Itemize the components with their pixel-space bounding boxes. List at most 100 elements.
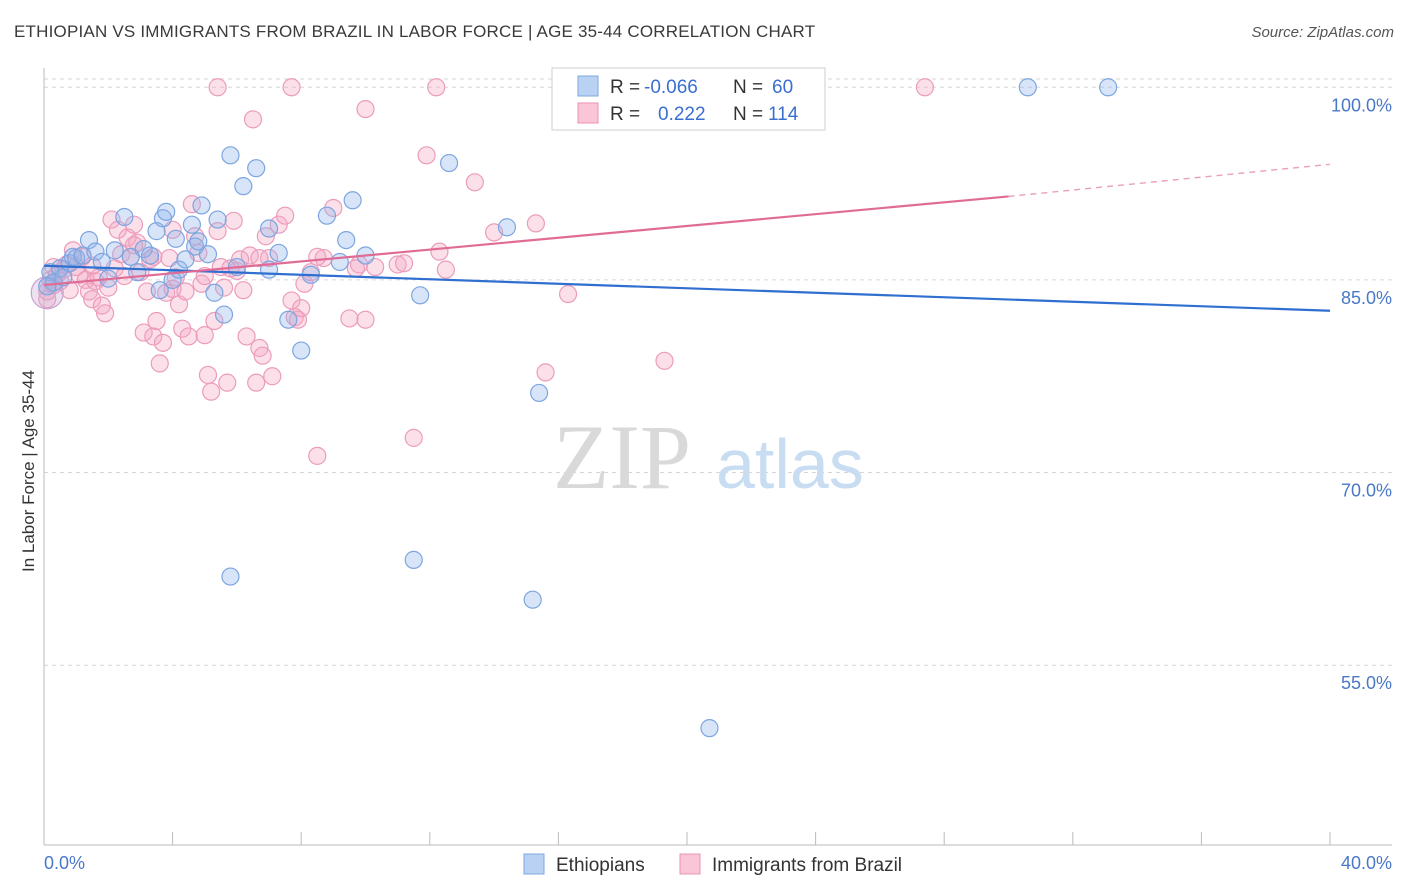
watermark-atlas: atlas [716, 425, 864, 503]
bottom-legend: Ethiopians Immigrants from Brazil [523, 853, 902, 876]
point-brazil [436, 260, 455, 279]
point-brazil [417, 146, 436, 165]
point-brazil [208, 78, 227, 97]
trend-line-brazil [43, 195, 1009, 287]
trend-line-ethiopians [43, 264, 1331, 312]
point-brazil [655, 351, 674, 370]
point-brazil [147, 311, 166, 331]
point-ethiopians [205, 283, 224, 302]
point-ethiopians [150, 281, 169, 300]
point-brazil [198, 365, 218, 385]
chart-title: ETHIOPIAN VS IMMIGRANTS FROM BRAZIL IN L… [14, 22, 816, 41]
point-ethiopians [92, 252, 111, 272]
point-brazil [83, 290, 102, 309]
point-ethiopians [214, 305, 234, 324]
point-brazil [558, 284, 578, 304]
tick-labels: 100.0% 85.0% 70.0% 55.0% 0.0% 40.0% [44, 95, 1392, 873]
point-brazil [465, 173, 484, 192]
point-ethiopians [166, 229, 185, 248]
point-brazil [153, 333, 173, 352]
point-ethiopians [192, 196, 211, 215]
legend-n-label: N = [733, 77, 763, 98]
y-tick-label: 100.0% [1331, 95, 1392, 115]
legend-n-brazil: 114 [768, 104, 799, 125]
point-ethiopians [79, 230, 99, 250]
point-brazil [247, 373, 266, 392]
point-brazil [195, 326, 214, 345]
point-ethiopians [198, 245, 218, 264]
point-brazil [140, 250, 160, 269]
point-brazil [144, 327, 163, 346]
point-ethiopians [269, 243, 288, 263]
point-brazil [356, 99, 375, 119]
point-ethiopians [115, 207, 134, 227]
bottom-legend-ethiopians: Ethiopians [556, 855, 645, 876]
point-ethiopians [330, 252, 349, 272]
legend-r-label: R = [610, 104, 640, 125]
point-ethiopians [208, 210, 227, 229]
point-ethiopians [221, 146, 240, 165]
watermark-zip: ZIP [553, 406, 691, 508]
point-ethiopians [182, 215, 201, 234]
point-brazil [292, 299, 311, 318]
point-ethiopians [234, 177, 253, 196]
point-ethiopians [337, 230, 356, 250]
point-brazil [340, 309, 359, 328]
point-ethiopians [128, 263, 147, 282]
point-ethiopians [163, 270, 182, 290]
trend-lines [43, 163, 1331, 312]
point-brazil [430, 242, 449, 261]
point-ethiopians [247, 159, 266, 178]
point-brazil [276, 206, 295, 225]
legend-r-brazil: 0.222 [658, 104, 706, 125]
point-brazil [288, 310, 308, 329]
point-ethiopians [497, 218, 517, 237]
point-brazil [124, 215, 144, 234]
point-ethiopians [189, 232, 208, 251]
point-ethiopians [1099, 78, 1118, 97]
point-brazil [356, 310, 375, 329]
point-brazil [176, 282, 195, 301]
watermark: ZIP atlas [553, 406, 864, 508]
point-ethiopians [221, 567, 240, 586]
point-ethiopians [176, 250, 195, 269]
point-brazil [427, 78, 446, 97]
y-tick-label: 85.0% [1341, 288, 1392, 308]
point-brazil [205, 311, 224, 331]
point-brazil [404, 428, 423, 447]
point-brazil [237, 327, 256, 346]
legend-swatch-brazil [577, 102, 599, 124]
point-ethiopians [439, 153, 459, 173]
point-brazil [38, 290, 57, 309]
point-brazil [269, 215, 288, 234]
point-brazil [536, 363, 555, 382]
point-ethiopians [38, 277, 57, 296]
y-tick-label: 70.0% [1341, 481, 1392, 501]
grid-lines [44, 78, 1392, 666]
point-brazil [308, 446, 327, 465]
point-brazil [915, 78, 935, 97]
point-brazil [95, 304, 115, 323]
bottom-legend-swatch-brazil [679, 853, 701, 875]
point-brazil [214, 278, 234, 297]
point-ethiopians [700, 719, 719, 738]
point-brazil [234, 281, 253, 300]
x-tick-label-min: 0.0% [44, 853, 85, 873]
legend-swatch-ethiopians [577, 75, 599, 97]
point-ethiopians [105, 241, 124, 260]
point-ethiopians [343, 191, 362, 210]
chart-source: Source: ZipAtlas.com [1251, 24, 1394, 41]
point-brazil [182, 195, 201, 214]
y-tick-label: 55.0% [1341, 673, 1392, 693]
point-brazil [263, 367, 282, 386]
point-ethiopians [530, 383, 549, 403]
point-brazil [388, 255, 407, 274]
point-ethiopians [411, 286, 430, 305]
point-brazil [224, 211, 243, 230]
point-ethiopians [279, 310, 298, 329]
point-brazil [394, 254, 414, 273]
x-tick-label-max: 40.0% [1341, 853, 1392, 873]
point-brazil [308, 247, 327, 266]
point-brazil [150, 354, 169, 373]
